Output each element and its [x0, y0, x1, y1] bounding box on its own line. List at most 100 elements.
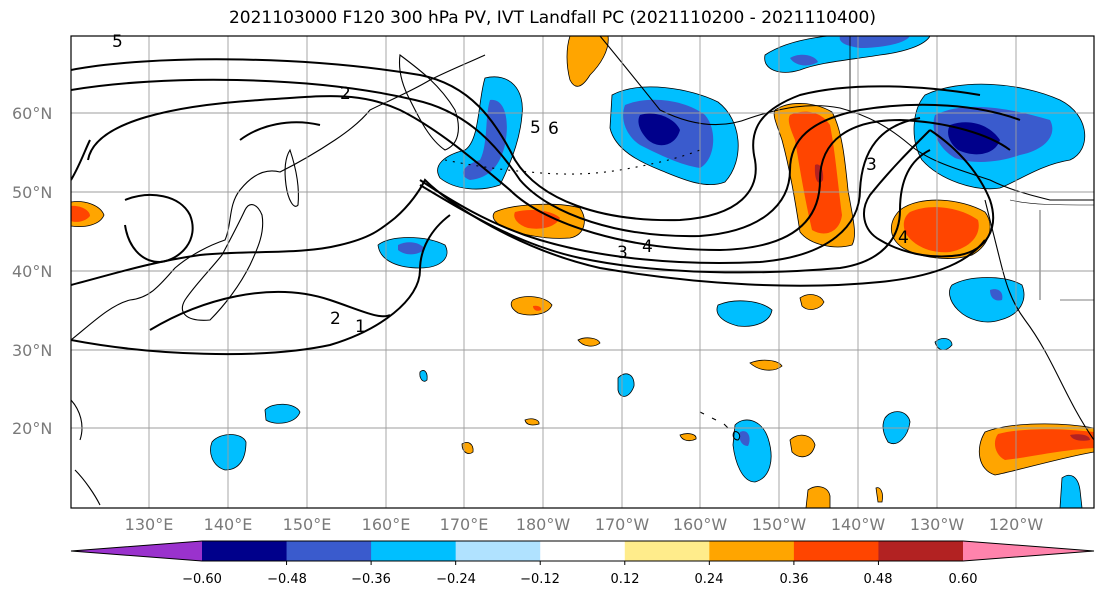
- colorbar-extend-min: [71, 541, 202, 561]
- lon-label: 160°E: [361, 515, 411, 534]
- lon-label: 130°W: [909, 515, 965, 534]
- lon-label: 130°E: [124, 515, 174, 534]
- colorbar-segment: [793, 541, 879, 561]
- map-frame: [70, 35, 1095, 509]
- orange-anomaly: [875, 487, 883, 503]
- orange-anomaly: [789, 434, 816, 458]
- blue-anomaly: [949, 277, 1025, 323]
- orange-anomaly: [524, 418, 540, 426]
- sakhalin-coast: [284, 148, 299, 207]
- pv-contour: [149, 290, 391, 331]
- border-line: [1009, 199, 1094, 206]
- colorbar-segment: [202, 541, 288, 561]
- contour-label: 6: [548, 119, 559, 139]
- red-anomaly: [71, 205, 90, 222]
- colorbar-outline: [70, 540, 1095, 562]
- contour-label: 5: [530, 118, 541, 138]
- colorbar: [70, 540, 1095, 565]
- blue-anomaly-mid: [463, 99, 507, 180]
- red-anomaly: [903, 207, 979, 253]
- blue-anomaly-core: [638, 113, 680, 146]
- darkred-anomaly: [1070, 434, 1090, 441]
- colorbar-tick-label: −0.12: [520, 572, 560, 587]
- colorbar-segment: [878, 541, 964, 561]
- map-title: 2021103000 F120 300 hPa PV, IVT Landfall…: [228, 8, 876, 28]
- lon-label: 150°W: [751, 515, 807, 534]
- contour-label: 1: [355, 317, 366, 337]
- blue-anomaly-mid: [790, 54, 818, 66]
- red-anomaly: [514, 210, 560, 229]
- lon-label: 170°W: [594, 515, 650, 534]
- colorbar-tick-label: −0.60: [182, 572, 222, 587]
- pv-contour: [71, 58, 981, 222]
- contour-labels: 5 2 5 6 3 4 3 4 2 1: [112, 32, 909, 337]
- lat-label: 50°N: [12, 183, 53, 202]
- shaded-anomalies: [71, 36, 1094, 508]
- contour-label: 2: [330, 309, 341, 329]
- colorbar-tick-label: −0.24: [436, 572, 476, 587]
- lat-label: 40°N: [12, 262, 53, 281]
- pv-contour: [124, 194, 194, 264]
- coastlines: [71, 36, 1094, 506]
- colorbar-tick-label: −0.48: [267, 572, 307, 587]
- blue-anomaly: [1059, 474, 1083, 508]
- blue-anomaly: [617, 373, 635, 397]
- philippines-coast: [71, 399, 101, 506]
- colorbar-tick-label: 0.12: [610, 572, 640, 587]
- colorbar-segment: [371, 541, 457, 561]
- colorbar-segment: [624, 541, 710, 561]
- colorbar-tick-label: 0.60: [948, 572, 978, 587]
- pv-contours: [71, 58, 1021, 356]
- pv-contour: [87, 95, 1011, 252]
- colorbar-tick-label: −0.36: [351, 572, 391, 587]
- colorbar-segment: [540, 541, 626, 561]
- colorbar-extend-max: [963, 541, 1094, 561]
- pv-contour: [71, 139, 91, 181]
- contour-label: 2: [340, 84, 351, 104]
- blue-anomaly-mid: [398, 242, 425, 255]
- pv-contour: [863, 129, 995, 258]
- contour-label: 4: [642, 237, 653, 257]
- asia-coast: [71, 54, 486, 341]
- blue-anomaly: [732, 419, 772, 483]
- contour-label: 4: [898, 228, 909, 248]
- lon-label: 160°W: [672, 515, 728, 534]
- orange-anomaly: [805, 486, 831, 508]
- pv-contour: [239, 121, 321, 141]
- contour-label: 3: [617, 243, 628, 263]
- colorbar-tick-label: 0.48: [863, 572, 893, 587]
- orange-anomaly: [799, 294, 825, 310]
- blue-anomaly: [419, 370, 428, 382]
- lat-label: 30°N: [12, 341, 53, 360]
- colorbar-segment: [286, 541, 372, 561]
- colorbar-segment: [455, 541, 541, 561]
- pv-contour: [419, 117, 921, 264]
- contour-label: 3: [866, 155, 877, 175]
- lat-label: 60°N: [12, 104, 53, 123]
- pv-contour: [71, 78, 1021, 238]
- red-anomaly: [994, 429, 1094, 460]
- na-west-coast: [984, 199, 1094, 441]
- blue-anomaly: [264, 403, 301, 424]
- japan-coast: [181, 204, 264, 321]
- colorbar-tick-label: 0.36: [779, 572, 809, 587]
- colorbar-segment: [709, 541, 795, 561]
- lat-label: 20°N: [12, 419, 53, 438]
- orange-anomaly: [461, 442, 474, 454]
- blue-anomaly-mid: [990, 289, 1003, 301]
- blue-anomaly-mid: [839, 36, 910, 48]
- orange-anomaly: [510, 296, 553, 316]
- lon-label: 140°W: [830, 515, 886, 534]
- lon-label: 180°W: [515, 515, 571, 534]
- blue-anomaly: [716, 300, 773, 327]
- orange-anomaly: [566, 36, 609, 87]
- pv-contour: [71, 214, 451, 356]
- pv-contour: [71, 178, 986, 287]
- hawaii-islands: [699, 411, 741, 441]
- lon-label: 150°E: [282, 515, 332, 534]
- lon-label: 170°E: [439, 515, 489, 534]
- pv-contour: [419, 149, 931, 274]
- red-anomaly: [533, 305, 542, 311]
- aleutian-chain: [444, 149, 701, 175]
